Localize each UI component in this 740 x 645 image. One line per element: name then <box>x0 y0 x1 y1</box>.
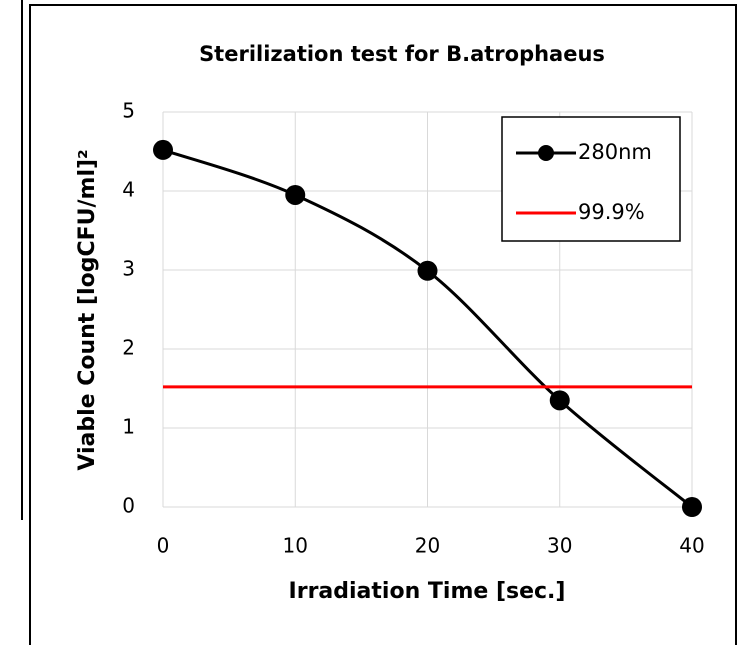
x-tick-label: 30 <box>547 534 572 558</box>
y-tick-label: 1 <box>122 415 135 439</box>
x-tick-label: 20 <box>415 534 440 558</box>
legend-marker <box>538 145 554 161</box>
x-axis-label: Irradiation Time [sec.] <box>289 579 566 604</box>
x-tick-label: 0 <box>157 534 170 558</box>
data-point <box>682 497 702 517</box>
chart-title: Sterilization test for B.atrophaeus <box>199 42 605 66</box>
data-point <box>153 139 173 160</box>
y-tick-label: 5 <box>122 99 135 123</box>
chart-border <box>29 4 737 645</box>
data-point <box>417 260 438 281</box>
y-axis-label: Viable Count [logCFU/ml]² <box>75 149 100 470</box>
legend-label: 99.9% <box>578 200 645 224</box>
data-point <box>285 184 306 205</box>
y-tick-label: 4 <box>122 178 135 202</box>
legend-label: 280nm <box>578 140 652 164</box>
legend-box <box>501 116 681 242</box>
y-tick-label: 3 <box>122 257 135 281</box>
x-tick-label: 10 <box>283 534 308 558</box>
x-tick-label: 40 <box>679 534 704 558</box>
y-tick-label: 0 <box>122 494 135 518</box>
y-tick-label: 2 <box>122 336 135 360</box>
data-point <box>549 390 570 411</box>
